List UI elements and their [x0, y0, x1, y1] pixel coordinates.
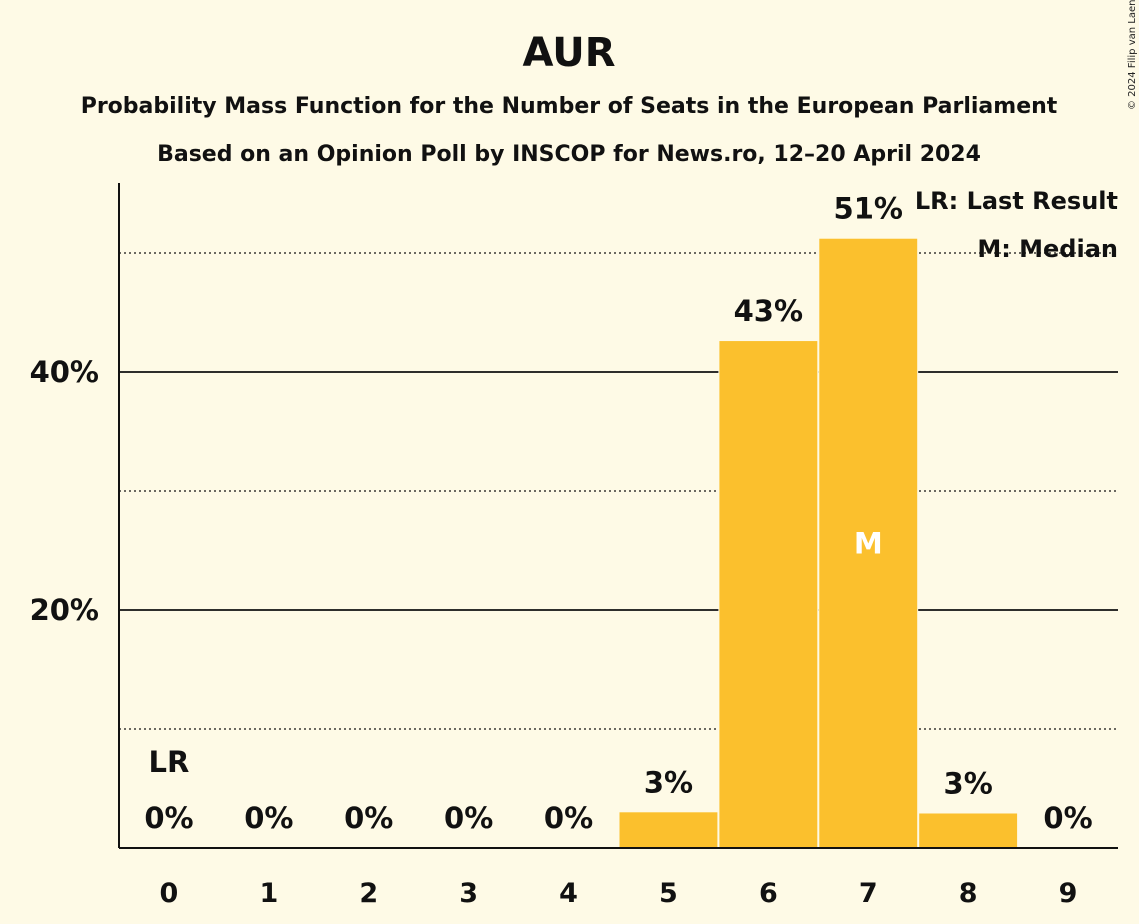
grid-lines [119, 252, 1118, 730]
copyright-text: © 2024 Filip van Laenen [1127, 0, 1138, 110]
bar [719, 341, 818, 848]
data-label: 0% [1043, 801, 1092, 835]
y-tick-label: 20% [30, 593, 99, 627]
x-tick-label: 2 [359, 878, 378, 909]
x-axis-ticks: 0 1 2 3 4 5 6 7 8 9 [160, 878, 1078, 909]
data-labels: 0% 0% 0% 0% 0% 3% 43% 51% 3% 0% LR M [144, 192, 1092, 835]
x-tick-label: 3 [459, 878, 478, 909]
data-label: 0% [444, 801, 493, 835]
data-label: 0% [144, 801, 193, 835]
chart-subtitle-2: Based on an Opinion Poll by INSCOP for N… [157, 142, 981, 167]
data-label: 43% [734, 294, 803, 328]
last-result-marker: LR [149, 745, 190, 779]
chart-subtitle-1: Probability Mass Function for the Number… [81, 94, 1058, 119]
x-tick-label: 9 [1059, 878, 1078, 909]
chart-title: AUR [522, 30, 615, 76]
bar [619, 812, 718, 848]
data-label: 0% [544, 801, 593, 835]
data-label: 0% [244, 801, 293, 835]
y-axis-ticks: 20% 40% [30, 355, 99, 627]
y-tick-label: 40% [30, 355, 99, 389]
bars [618, 234, 1019, 849]
legend-last-result: LR: Last Result [915, 187, 1118, 215]
bar [819, 238, 918, 849]
x-tick-label: 5 [659, 878, 678, 909]
x-tick-label: 6 [759, 878, 778, 909]
bar [919, 813, 1018, 848]
data-label: 51% [834, 192, 903, 226]
data-label: 3% [644, 765, 693, 799]
data-label: 0% [344, 801, 393, 835]
x-tick-label: 8 [959, 878, 978, 909]
x-tick-label: 7 [859, 878, 878, 909]
data-label: 3% [944, 766, 993, 800]
median-marker: M [854, 526, 883, 560]
x-tick-label: 0 [160, 878, 179, 909]
x-tick-label: 4 [559, 878, 578, 909]
legend-median: M: Median [977, 235, 1118, 263]
x-tick-label: 1 [259, 878, 278, 909]
